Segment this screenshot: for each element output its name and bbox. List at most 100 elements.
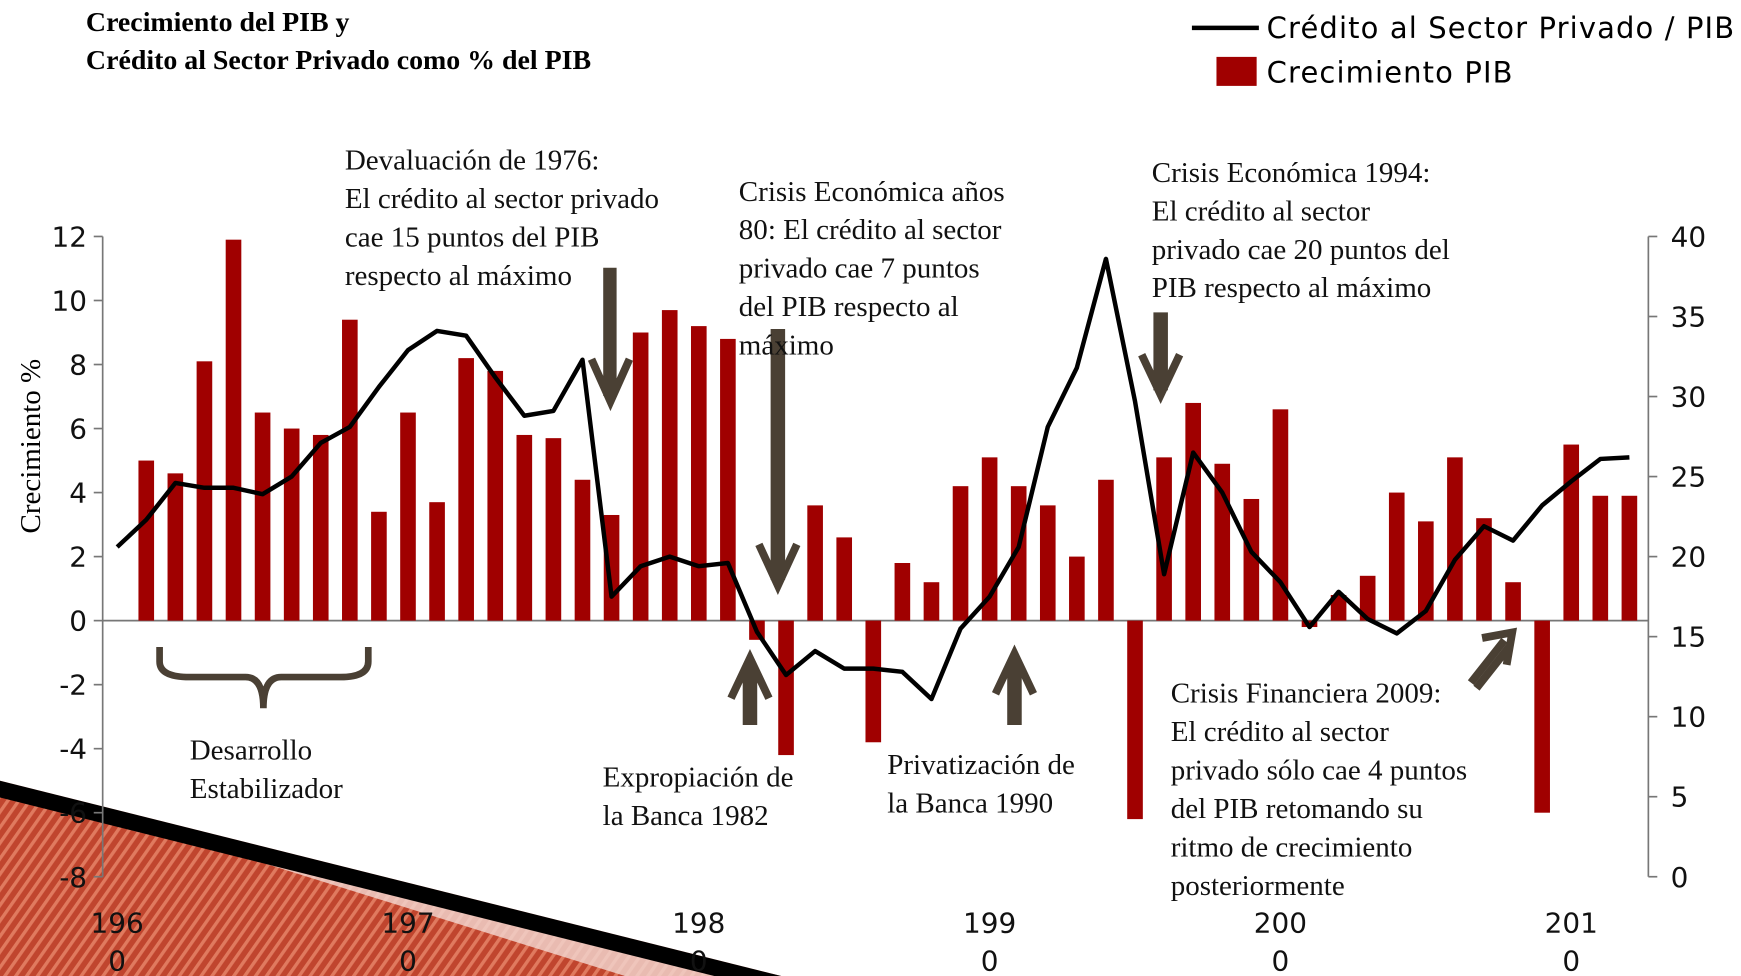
- annotation: Expropiación de: [603, 761, 794, 793]
- y-tick-label: 2: [69, 541, 87, 574]
- annotation: Devaluación de 1976:: [345, 145, 600, 177]
- legend-label: Crecimiento PIB: [1267, 56, 1514, 90]
- bar: [632, 332, 649, 621]
- bar: [836, 537, 853, 621]
- bar: [1563, 444, 1580, 621]
- annotation: El crédito al sector: [1171, 716, 1390, 748]
- y-tick-label: 6: [69, 413, 87, 446]
- annotation: máximo: [739, 330, 834, 362]
- bar: [1069, 556, 1085, 621]
- bar: [1418, 521, 1434, 621]
- y2-tick-label: 10: [1671, 701, 1706, 734]
- bar: [1592, 495, 1609, 621]
- bar: [1185, 402, 1201, 621]
- bar: [778, 620, 794, 756]
- bar: [283, 428, 300, 621]
- bar: [1156, 457, 1172, 621]
- bar: [138, 460, 155, 621]
- y-tick-label: -2: [59, 669, 87, 702]
- bar: [807, 505, 823, 621]
- bar: [981, 457, 998, 621]
- annotation: El crédito al sector: [1152, 195, 1371, 227]
- bar: [516, 434, 533, 621]
- y2-tick-label: 40: [1671, 221, 1706, 254]
- y-tick-label: 0: [69, 605, 87, 638]
- bar: [574, 479, 591, 621]
- annotation: Desarrollo: [190, 735, 312, 767]
- bar: [1127, 620, 1143, 820]
- y-tick-label: -4: [59, 733, 87, 766]
- y2-tick-label: 20: [1671, 541, 1706, 574]
- bar: [1098, 479, 1114, 621]
- annotation: PIB respecto al máximo: [1152, 272, 1432, 304]
- y-tick-label: 10: [52, 285, 87, 318]
- annotation: privado sólo cae 4 puntos: [1171, 755, 1467, 787]
- y2-tick-label: 15: [1671, 621, 1706, 654]
- bar: [1388, 492, 1405, 621]
- bar: [1243, 498, 1260, 621]
- bar: [1039, 505, 1056, 621]
- bar: [1272, 409, 1289, 621]
- y-axis-label: Crecimiento %: [15, 359, 47, 534]
- bar: [167, 473, 184, 621]
- annotation: del PIB respecto al: [739, 291, 959, 323]
- annotation: del PIB retomando su: [1171, 793, 1423, 825]
- annotation: ritmo de crecimiento: [1171, 832, 1413, 864]
- bar: [690, 326, 707, 621]
- bar: [196, 361, 213, 621]
- bar: [1621, 495, 1638, 621]
- chart-title: Crédito al Sector Privado como % del PIB: [86, 45, 591, 76]
- annotation: la Banca 1990: [887, 788, 1053, 820]
- x-tick-label: 200 0: [1254, 907, 1307, 976]
- bar: [312, 434, 329, 621]
- bar: [458, 358, 474, 621]
- bar: [1476, 518, 1492, 621]
- x-tick-label: 197 0: [381, 907, 434, 976]
- bar: [1010, 486, 1027, 621]
- line: [115, 256, 1630, 702]
- legend-swatch: [1216, 56, 1257, 86]
- bar: [400, 412, 416, 621]
- annotation: Privatización de: [887, 749, 1075, 781]
- annotation: privado cae 7 puntos: [739, 253, 980, 285]
- y-tick-label: 8: [69, 349, 87, 382]
- annotation: Crisis Económica 1994:: [1152, 157, 1431, 189]
- y2-tick-label: 5: [1671, 781, 1689, 814]
- annotation: 80: El crédito al sector: [739, 214, 1002, 246]
- x-tick-label: 196 0: [91, 907, 144, 976]
- bar: [952, 486, 969, 621]
- annotation: El crédito al sector privado: [345, 183, 659, 215]
- y-tick-label: 12: [52, 221, 87, 254]
- annotation: privado cae 20 puntos del: [1152, 234, 1450, 266]
- bar: [720, 338, 736, 621]
- decoration: [0, 780, 782, 976]
- bar: [342, 319, 358, 621]
- bar: [1447, 457, 1463, 621]
- bar: [487, 370, 504, 621]
- annotation: cae 15 puntos del PIB: [345, 222, 600, 254]
- annotation: Crisis Financiera 2009:: [1171, 678, 1442, 710]
- bar: [225, 239, 242, 621]
- bar: [865, 620, 882, 743]
- bar: [923, 582, 940, 621]
- x-tick-label: 201 0: [1545, 907, 1598, 976]
- y2-tick-label: 25: [1671, 461, 1706, 494]
- y-tick-label: -6: [59, 797, 87, 830]
- bar: [254, 412, 271, 621]
- y2-tick-label: 35: [1671, 301, 1706, 334]
- bar: [894, 563, 911, 621]
- bar: [1359, 575, 1376, 621]
- bar: [1534, 620, 1550, 813]
- x-tick-label: 198 0: [672, 907, 725, 976]
- bar: [1505, 582, 1521, 621]
- legend-label: Crédito al Sector Privado / PIB: [1267, 11, 1736, 45]
- y-tick-label: -8: [59, 861, 87, 894]
- annotation: la Banca 1982: [603, 800, 769, 832]
- y-tick-label: 4: [69, 477, 87, 510]
- bar: [1330, 595, 1347, 621]
- arrows: [156, 267, 1518, 726]
- bar: [545, 438, 562, 621]
- annotation: Crisis Económica años: [739, 176, 1005, 208]
- bar: [371, 511, 387, 621]
